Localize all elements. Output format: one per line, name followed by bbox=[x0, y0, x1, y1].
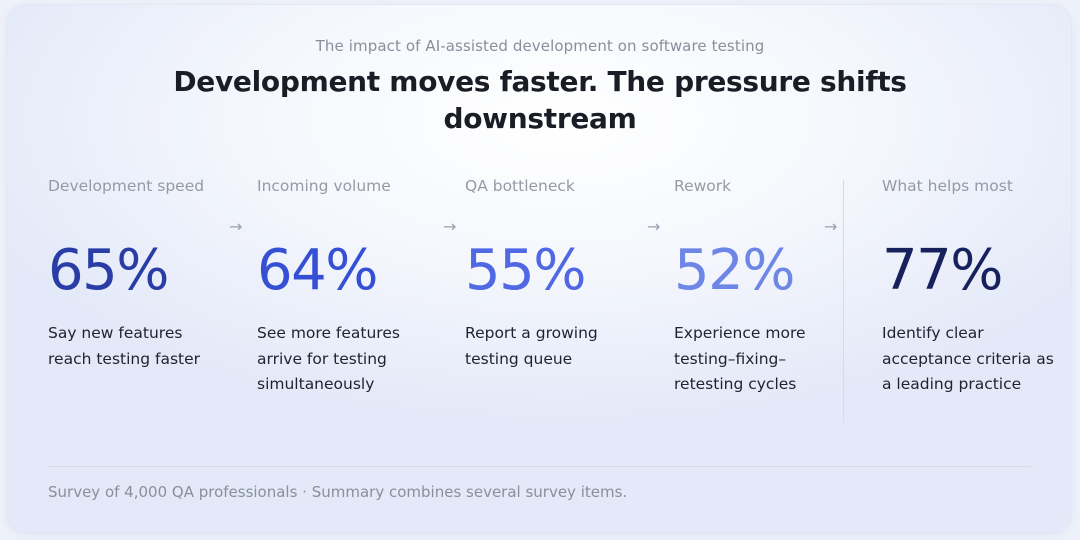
stage-development-speed: Development speed 65% Say new features r… bbox=[48, 175, 228, 368]
stage-label: Rework bbox=[674, 177, 732, 195]
stage-incoming-volume: Incoming volume 64% See more features ar… bbox=[257, 175, 437, 393]
stage-rework: Rework 52% Experience more testing–fixin… bbox=[674, 175, 854, 393]
stage-description: Experience more testing–fixing–retesting… bbox=[674, 324, 806, 393]
horizontal-divider bbox=[48, 466, 1031, 467]
stage-description: See more features arrive for testing sim… bbox=[257, 324, 400, 393]
stage-percentage: 65% bbox=[48, 238, 169, 303]
stage-label: QA bottleneck bbox=[465, 177, 575, 195]
right-arrow-icon: → bbox=[229, 217, 243, 236]
footnote: Survey of 4,000 QA professionals · Summa… bbox=[48, 483, 628, 501]
stage-percentage: 77% bbox=[882, 238, 1003, 303]
right-arrow-icon: → bbox=[647, 217, 661, 236]
stage-what-helps-most: What helps most 77% Identify clear accep… bbox=[882, 175, 1062, 393]
stage-label: Incoming volume bbox=[257, 177, 391, 195]
stage-qa-bottleneck: QA bottleneck 55% Report a growing testi… bbox=[465, 175, 645, 368]
stage-label: What helps most bbox=[882, 177, 1013, 195]
stage-description: Say new features reach testing faster bbox=[48, 324, 201, 368]
vertical-divider bbox=[843, 180, 844, 423]
stage-label: Development speed bbox=[48, 177, 205, 195]
infographic-card bbox=[6, 4, 1072, 534]
stage-percentage: 64% bbox=[257, 238, 378, 303]
stage-percentage: 55% bbox=[465, 238, 586, 303]
right-arrow-icon: → bbox=[443, 217, 457, 236]
stage-description: Identify clear acceptance criteria as a … bbox=[882, 324, 1054, 393]
stage-description: Report a growing testing queue bbox=[465, 324, 598, 368]
infographic-subtitle: The impact of AI-assisted development on… bbox=[315, 37, 765, 55]
stage-percentage: 52% bbox=[674, 238, 795, 303]
infographic-title: Development moves faster. The pressure s… bbox=[173, 65, 907, 135]
right-arrow-icon: → bbox=[824, 217, 838, 236]
